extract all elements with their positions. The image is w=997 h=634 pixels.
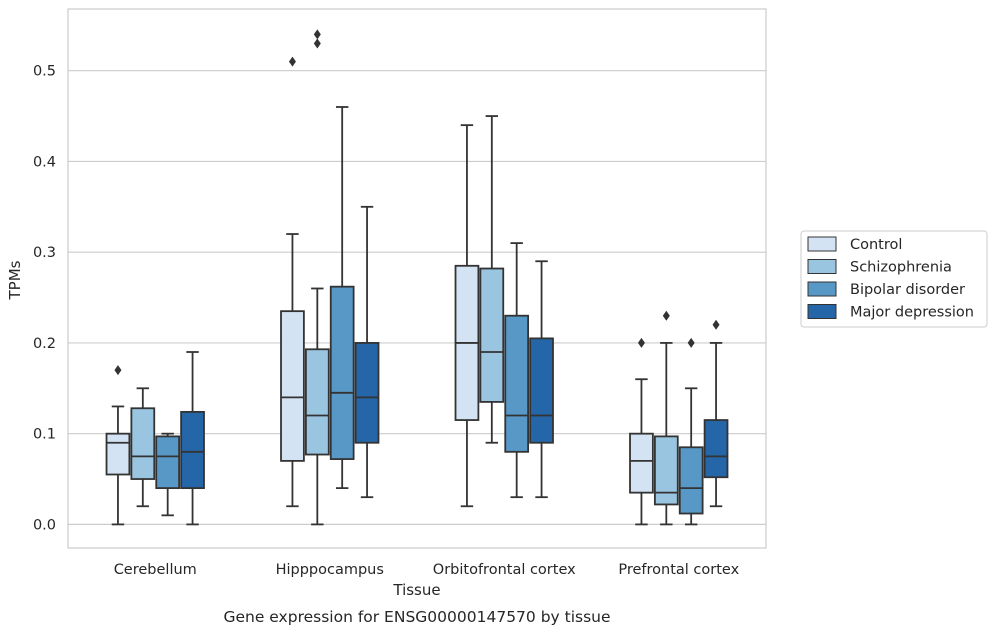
boxplot-series: [105, 29, 729, 526]
legend-item: Major depression: [807, 304, 974, 321]
box-iqr: [304, 348, 330, 456]
y-axis-ticks: 0.0 0.1 0.2 0.3 0.4 0.5: [33, 64, 56, 534]
boxplot: [479, 115, 505, 444]
box-iqr: [180, 410, 205, 490]
boxplot: [180, 351, 205, 526]
x-tick-label: Prefrontal cortex: [618, 562, 739, 578]
box-iqr: [678, 446, 704, 515]
boxplot: [653, 310, 679, 526]
legend-swatch: [807, 259, 837, 274]
legend: Control Schizophrenia Bipolar disorder Majo…: [800, 230, 988, 328]
box-iqr: [280, 310, 305, 462]
outlier-point: [687, 337, 695, 348]
outlier-point: [712, 319, 720, 330]
y-tick-label: 0.2: [33, 336, 56, 352]
legend-label: Control: [850, 237, 902, 253]
y-tick-label: 0.5: [33, 64, 56, 80]
box-iqr: [155, 435, 181, 490]
y-tick-label: 0.0: [33, 517, 56, 533]
boxplot: [629, 337, 654, 526]
legend-swatch: [807, 281, 837, 297]
legend-label: Schizophrenia: [850, 260, 952, 276]
boxplot: [354, 205, 380, 499]
boxplot: [504, 242, 530, 499]
legend-swatch: [807, 304, 837, 319]
box-iqr: [105, 432, 131, 476]
outlier-point: [114, 365, 122, 376]
boxplot: [155, 432, 181, 517]
outlier-point: [288, 56, 296, 67]
boxplot: [703, 319, 729, 508]
boxplot: [304, 29, 330, 526]
legend-item: Bipolar disorder: [807, 281, 965, 298]
boxplot: [130, 387, 156, 508]
box-iqr: [479, 267, 505, 403]
outlier-point: [313, 38, 321, 49]
box-iqr: [504, 314, 530, 453]
box-iqr: [354, 342, 380, 444]
outlier-point: [313, 29, 321, 40]
legend-item: Schizophrenia: [807, 259, 952, 276]
outlier-point: [637, 337, 645, 348]
x-axis-label: Tissue: [392, 581, 440, 599]
x-axis-ticks: Cerebellum Hipppocampus Orbitofrontal cort…: [114, 562, 740, 578]
plot-area-frame: [67, 8, 767, 549]
boxplot: [280, 56, 305, 508]
box-iqr: [529, 337, 554, 444]
chart-title: Gene expression for ENSG00000147570 by t…: [223, 608, 610, 626]
boxplot: [529, 260, 554, 499]
box-iqr: [130, 407, 156, 480]
boxplot: [329, 106, 355, 490]
outlier-point: [662, 310, 670, 321]
legend-item: Control: [807, 236, 902, 253]
x-tick-label: Hipppocampus: [276, 562, 384, 578]
legend-label: Bipolar disorder: [850, 282, 965, 298]
boxplot: [454, 124, 480, 508]
y-tick-label: 0.4: [33, 154, 56, 170]
box-iqr: [703, 419, 729, 479]
legend-frame: [800, 230, 988, 328]
box-iqr: [329, 285, 355, 460]
boxplot: [678, 337, 704, 526]
y-tick-label: 0.1: [33, 427, 56, 443]
legend-label: Major depression: [850, 305, 974, 321]
box-iqr: [653, 435, 679, 506]
legend-swatch: [807, 236, 837, 252]
y-tick-label: 0.3: [33, 245, 56, 261]
x-tick-label: Cerebellum: [114, 562, 197, 578]
y-axis-label: TPMs: [6, 260, 24, 300]
x-tick-label: Orbitofrontal cortex: [433, 562, 576, 578]
box-iqr: [629, 432, 654, 494]
boxplot: [105, 365, 131, 526]
